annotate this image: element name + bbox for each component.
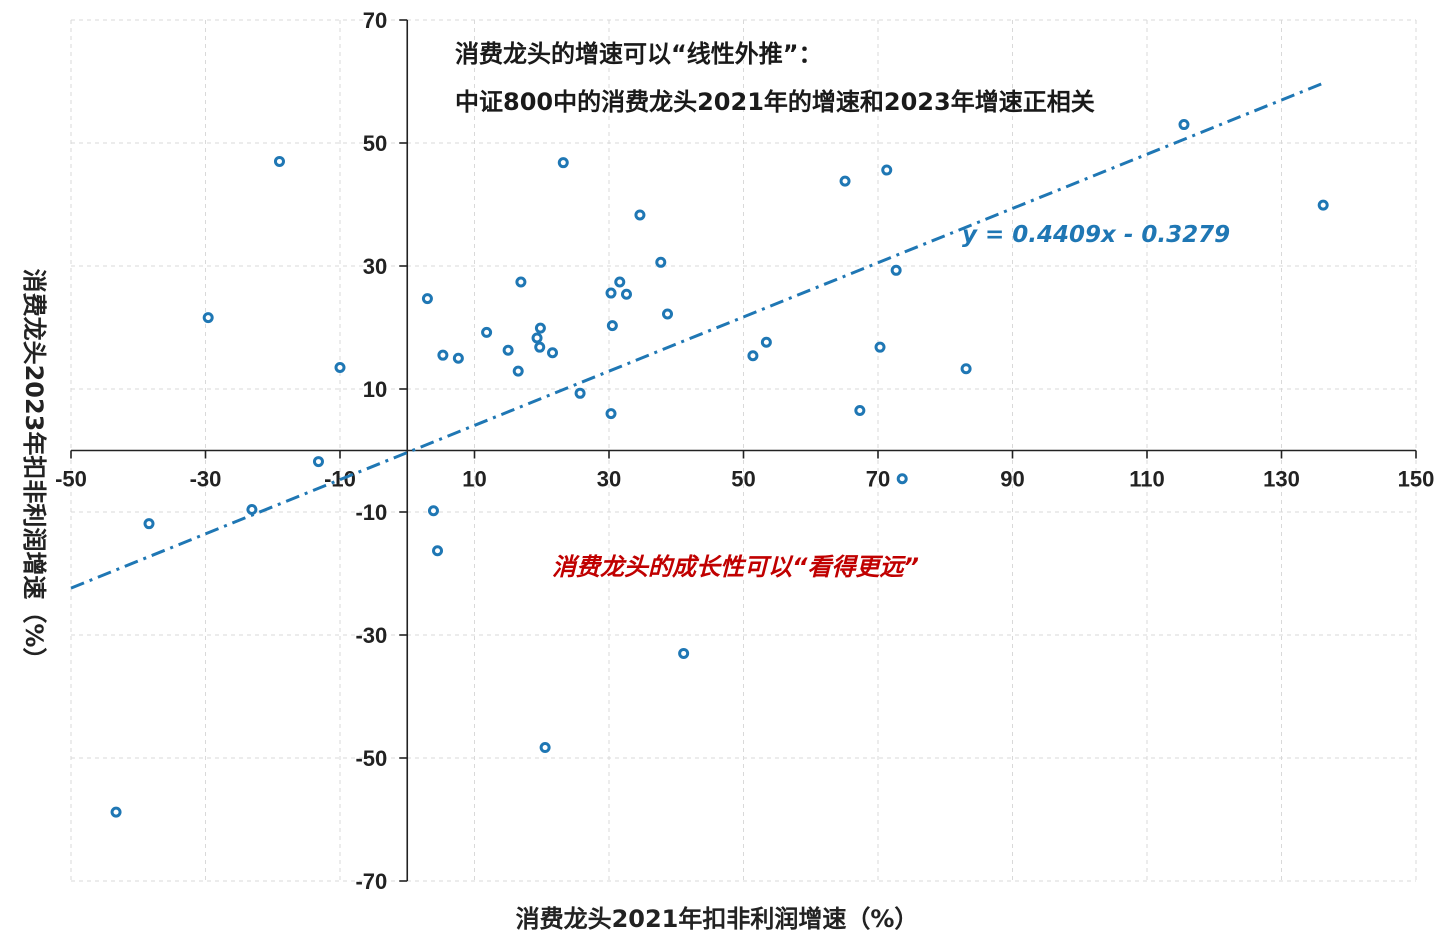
data-point	[760, 336, 772, 348]
data-point	[202, 312, 214, 324]
x-tick-label: -30	[190, 467, 222, 492]
data-point	[334, 361, 346, 373]
data-point	[502, 344, 514, 356]
data-point	[634, 209, 646, 221]
data-point	[881, 164, 893, 176]
data-point	[678, 647, 690, 659]
data-point	[534, 322, 546, 334]
data-point	[854, 405, 866, 417]
data-point	[437, 349, 449, 361]
x-tick-label: -50	[55, 467, 87, 492]
y-axis-label: 消费龙头2023年扣非利润增速（%）	[20, 269, 48, 672]
data-point	[539, 742, 551, 754]
y-tick-label: 30	[363, 254, 387, 279]
data-point	[481, 326, 493, 338]
trendline	[70, 82, 1323, 590]
y-tick-label: -30	[355, 623, 387, 648]
data-point	[273, 155, 285, 167]
y-tick-label: 10	[363, 377, 387, 402]
y-tick-label: -50	[355, 746, 387, 771]
annotation-text: 消费龙头的成长性可以“看得更远”	[552, 553, 919, 581]
x-tick-label: 90	[1000, 467, 1024, 492]
y-tick-label: -70	[355, 869, 387, 894]
data-point	[427, 505, 439, 517]
data-point	[452, 352, 464, 364]
data-point	[655, 256, 667, 268]
x-axis-label: 消费龙头2021年扣非利润增速（%）	[516, 905, 919, 933]
data-point	[1178, 119, 1190, 131]
data-point	[747, 350, 759, 362]
data-point	[246, 504, 258, 516]
data-point	[515, 276, 527, 288]
data-point	[620, 288, 632, 300]
data-point	[534, 341, 546, 353]
x-tick-label: 50	[731, 467, 755, 492]
data-point	[662, 308, 674, 320]
data-point	[874, 341, 886, 353]
y-tick-label: 50	[363, 131, 387, 156]
data-point	[605, 408, 617, 420]
data-point	[1317, 199, 1329, 211]
chart-title-line-2: 中证800中的消费龙头2021年的增速和2023年增速正相关	[455, 88, 1095, 116]
data-point	[606, 320, 618, 332]
axes	[70, 19, 1417, 882]
data-point	[421, 293, 433, 305]
data-point	[574, 387, 586, 399]
trendline-equation: y = 0.4409x - 0.3279	[962, 222, 1230, 248]
data-point	[614, 276, 626, 288]
data-point	[839, 175, 851, 187]
data-point	[557, 157, 569, 169]
y-tick-label: 70	[363, 8, 387, 33]
tick-labels: -50-30-10103050709011013015070503010-10-…	[55, 8, 1434, 894]
grid-lines	[70, 19, 1417, 882]
data-point	[312, 456, 324, 468]
x-tick-label: 150	[1398, 467, 1435, 492]
x-tick-label: 70	[866, 467, 890, 492]
data-point	[896, 473, 908, 485]
x-tick-label: 30	[597, 467, 621, 492]
data-point	[890, 264, 902, 276]
data-point	[143, 518, 155, 530]
data-point	[432, 545, 444, 557]
data-point	[605, 287, 617, 299]
data-point	[531, 332, 543, 344]
chart-title-line-1: 消费龙头的增速可以“线性外推”：	[455, 40, 823, 68]
data-point	[960, 363, 972, 375]
data-point	[512, 365, 524, 377]
data-point	[547, 347, 559, 359]
data-points	[110, 119, 1329, 818]
x-tick-label: 110	[1129, 467, 1165, 492]
data-point	[110, 806, 122, 818]
x-tick-label: 10	[462, 467, 486, 492]
x-tick-label: 130	[1263, 467, 1300, 492]
y-tick-label: -10	[355, 500, 387, 525]
